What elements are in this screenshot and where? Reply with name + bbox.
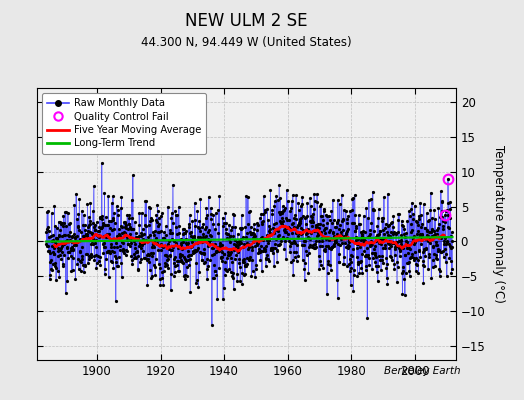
Text: Berkeley Earth: Berkeley Earth — [385, 366, 461, 376]
Text: NEW ULM 2 SE: NEW ULM 2 SE — [185, 12, 308, 30]
Text: 44.300 N, 94.449 W (United States): 44.300 N, 94.449 W (United States) — [141, 36, 352, 49]
Y-axis label: Temperature Anomaly (°C): Temperature Anomaly (°C) — [492, 145, 505, 303]
Legend: Raw Monthly Data, Quality Control Fail, Five Year Moving Average, Long-Term Tren: Raw Monthly Data, Quality Control Fail, … — [42, 93, 206, 154]
